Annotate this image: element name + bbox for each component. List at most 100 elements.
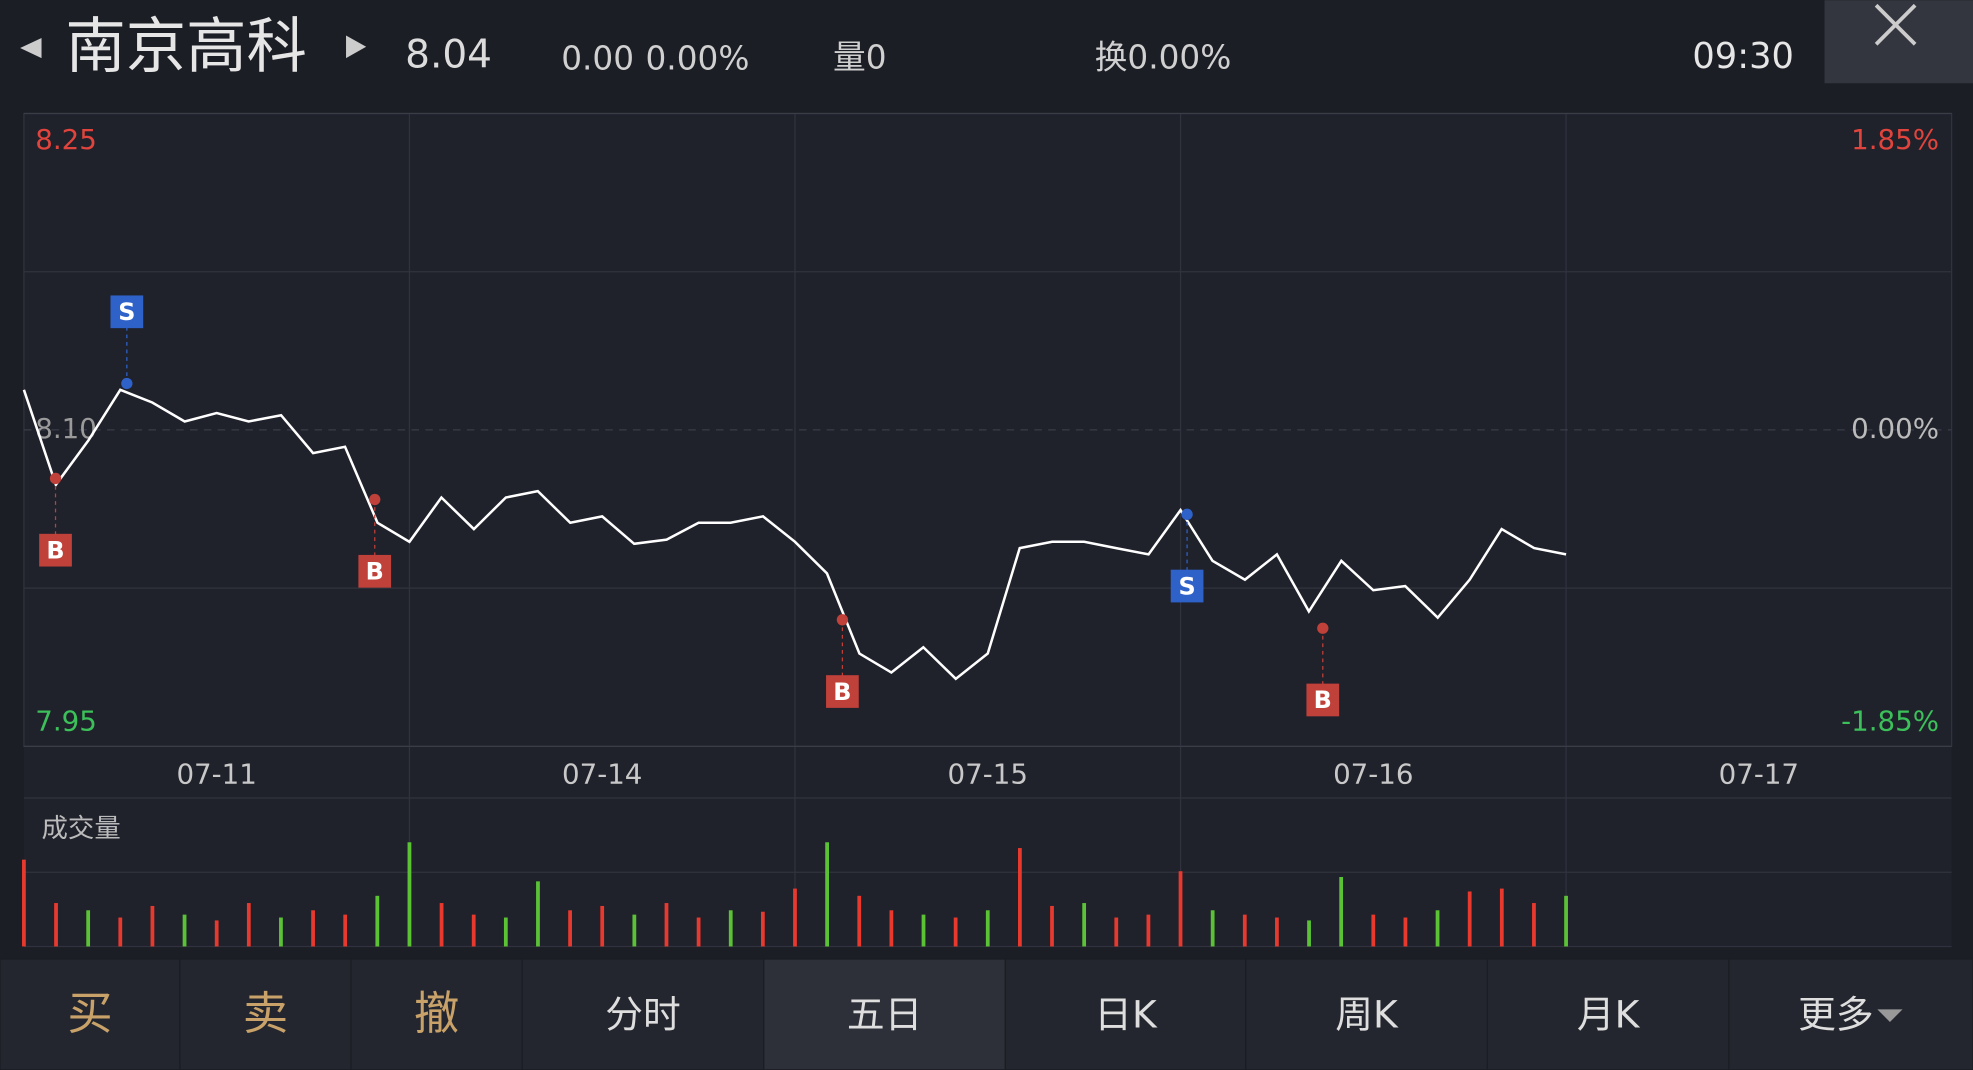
toolbar-button[interactable] — [1004, 958, 1247, 1070]
volume-bar — [407, 842, 412, 947]
volume-bar — [1532, 903, 1536, 947]
toolbar-label[interactable]: 撤 — [414, 987, 459, 1040]
volume-bar — [1307, 920, 1311, 947]
trade-badge — [1306, 683, 1340, 717]
dropdown-arrow[interactable] — [1877, 1009, 1903, 1022]
toolbar-label[interactable]: 周K — [1335, 992, 1399, 1036]
volume-bar — [1467, 891, 1472, 947]
volume-bar — [246, 903, 251, 947]
volume-bar — [1146, 914, 1151, 947]
trade-point — [369, 493, 381, 506]
volume-bar — [568, 910, 572, 947]
volume-bar — [1050, 905, 1054, 947]
volume-bar — [150, 905, 155, 947]
volume-bar — [600, 905, 605, 947]
volume-bar — [1339, 877, 1344, 947]
trade-label: B — [46, 536, 64, 564]
next-arrow[interactable] — [346, 35, 367, 59]
volume-bar — [696, 917, 701, 947]
volume-bar — [1435, 910, 1440, 947]
toolbar-label[interactable]: 分时 — [605, 992, 680, 1036]
volume-title: 成交量 — [42, 813, 121, 844]
price-line — [22, 388, 1567, 681]
volume: 量0 — [833, 38, 887, 76]
toolbar-label[interactable]: 五日 — [847, 992, 922, 1036]
volume-bar — [1178, 871, 1183, 947]
close-button[interactable] — [1824, 0, 1973, 84]
toolbar-button[interactable] — [521, 958, 765, 1070]
volume-bar — [1275, 917, 1279, 947]
x-tick-label: 07-17 — [1719, 757, 1799, 790]
toolbar-button[interactable] — [763, 958, 1007, 1070]
volume-bar — [1564, 895, 1568, 947]
toolbar-button[interactable] — [1245, 958, 1488, 1070]
x-tick-label: 07-11 — [176, 757, 256, 790]
trade-badge — [110, 295, 144, 329]
volume-bar — [632, 914, 637, 947]
x-tick-label: 07-16 — [1333, 757, 1413, 790]
volume-bar — [728, 910, 733, 947]
volume-bar — [825, 842, 830, 947]
volume-bar — [311, 910, 315, 947]
volume-bar — [1017, 848, 1022, 947]
volume-bar — [1499, 888, 1504, 947]
volume-bar — [985, 910, 990, 947]
toolbar-label[interactable]: 更多 — [1798, 992, 1873, 1036]
trade-badge — [1170, 569, 1204, 603]
volume-bar — [1403, 917, 1408, 947]
toolbar-button[interactable] — [1486, 958, 1730, 1070]
volume-bar — [793, 888, 797, 947]
trade-badge — [39, 533, 72, 567]
trade-point — [121, 377, 133, 390]
volume-bar — [182, 914, 187, 947]
trade-point — [1181, 508, 1193, 520]
trade-label: B — [1314, 686, 1332, 714]
volume-bar — [1210, 910, 1215, 947]
trade-label: B — [833, 678, 851, 706]
prev-arrow[interactable] — [20, 37, 42, 59]
change-pct: 0.00% — [646, 40, 750, 78]
trade-point — [1317, 622, 1329, 634]
trade-badge — [358, 554, 392, 588]
x-tick-label: 07-14 — [562, 757, 642, 790]
volume-bar — [1242, 914, 1247, 947]
volume-bar — [375, 895, 380, 947]
toolbar-label[interactable]: 日K — [1094, 992, 1158, 1036]
toolbar-button[interactable] — [350, 958, 523, 1070]
toolbar-label[interactable]: 卖 — [243, 987, 288, 1040]
y2-tick-label: -1.85% — [1841, 704, 1939, 737]
y-tick-label: 7.95 — [35, 704, 97, 737]
time: 09:30 — [1692, 36, 1794, 77]
toolbar-label[interactable]: 买 — [67, 987, 112, 1040]
toolbar-label[interactable]: 月K — [1577, 992, 1641, 1036]
y2-tick-label: 1.85% — [1851, 123, 1939, 156]
volume-bar — [86, 910, 91, 947]
volume-bar — [760, 911, 765, 947]
trade-point — [836, 614, 849, 626]
volume-bar — [279, 917, 283, 947]
volume-bar — [889, 910, 894, 947]
volume-bar — [343, 914, 348, 947]
volume-bar — [921, 914, 926, 947]
change: 0.00 — [561, 40, 634, 78]
y2-tick-label: 0.00% — [1851, 412, 1939, 445]
volume-bar — [664, 903, 669, 947]
volume-bar — [536, 881, 540, 947]
chart-area — [23, 113, 1952, 947]
stock-name: 南京高科 — [65, 12, 307, 82]
volume-bar — [22, 859, 26, 947]
x-tick-label: 07-15 — [948, 757, 1028, 790]
trade-label: S — [118, 298, 135, 326]
volume-bar — [857, 895, 862, 947]
toolbar: 买 卖 撤 分时 五日 日K 周K 月K 更多 — [0, 958, 1973, 1070]
close-icon[interactable] — [1874, 3, 1917, 46]
trade-point — [49, 472, 62, 485]
volume-bar — [439, 903, 444, 947]
trade-label: S — [1178, 572, 1195, 600]
toolbar-button[interactable] — [179, 958, 352, 1070]
volume-bar — [118, 917, 123, 947]
volume-bar — [953, 917, 958, 947]
volume-bar — [1114, 917, 1119, 947]
price: 8.04 — [405, 32, 492, 77]
